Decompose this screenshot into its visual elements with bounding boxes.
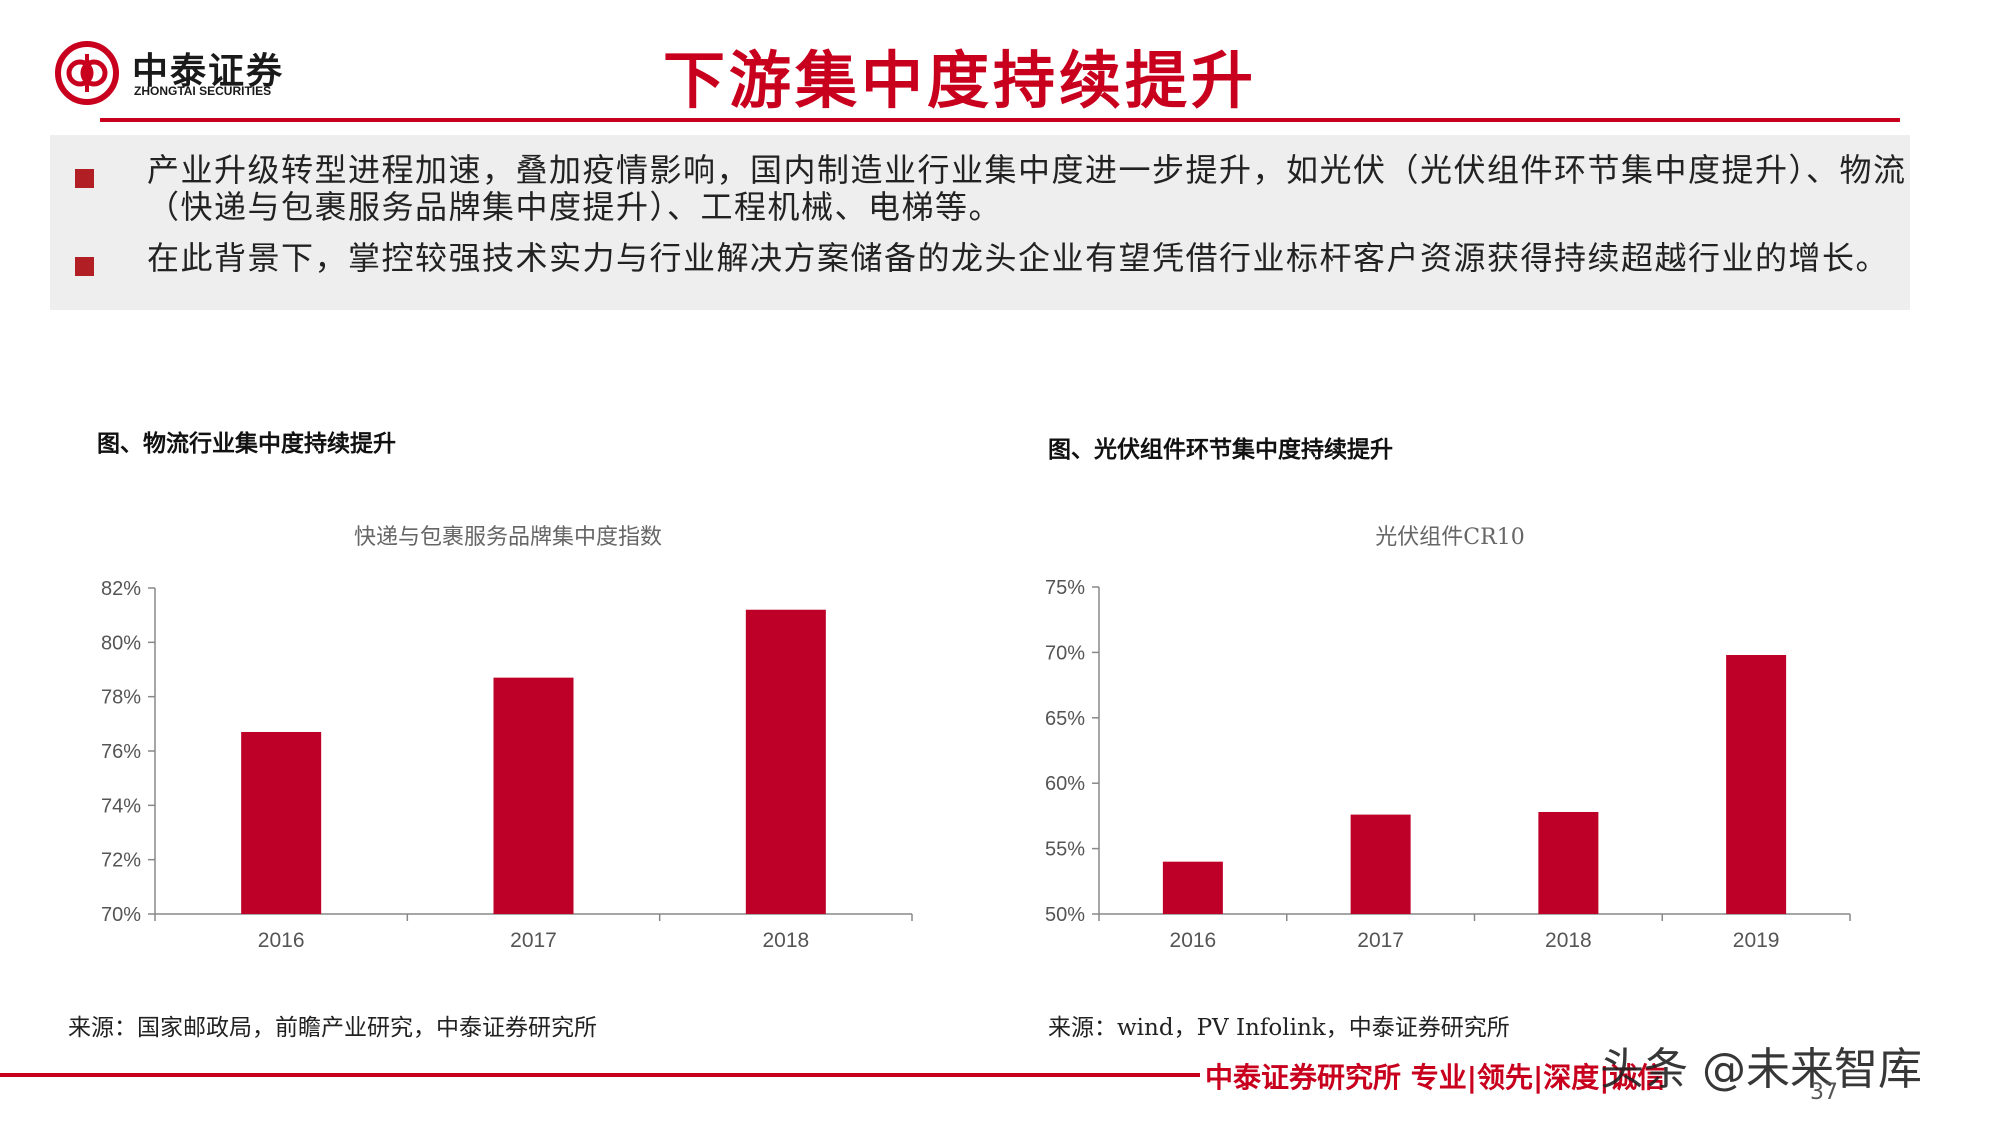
title-divider xyxy=(100,118,1900,122)
bullet-square-icon xyxy=(75,257,94,276)
left-chart-caption: 图、物流行业集中度持续提升 xyxy=(97,431,396,457)
bar xyxy=(241,731,322,914)
bar xyxy=(1162,861,1223,914)
bar xyxy=(1350,814,1411,914)
y-tick-label: 50% xyxy=(1045,904,1085,926)
y-tick-label: 80% xyxy=(101,632,141,654)
company-logo: 中泰证券 ZHONGTAI SECURITIES xyxy=(54,40,314,106)
page-number: 37 xyxy=(1810,1080,1838,1105)
y-tick-label: 65% xyxy=(1045,708,1085,730)
x-tick-label: 2018 xyxy=(1545,929,1592,952)
left-chart-source: 来源：国家邮政局，前瞻产业研究，中泰证券研究所 xyxy=(68,1015,597,1041)
bullet-text: 在此背景下，掌控较强技术实力与行业解决方案储备的龙头企业有望凭借行业标杆客户资源… xyxy=(147,239,1890,277)
x-tick-label: 2019 xyxy=(1733,929,1780,952)
y-tick-label: 76% xyxy=(101,741,141,763)
bullet-panel: 产业升级转型进程加速，叠加疫情影响，国内制造业行业集中度进一步提升，如光伏（光伏… xyxy=(50,135,1910,310)
footer-divider xyxy=(0,1073,1200,1077)
chart-title: 光伏组件CR10 xyxy=(1375,525,1524,550)
logo-text-en: ZHONGTAI SECURITIES xyxy=(134,84,272,98)
y-tick-label: 75% xyxy=(1045,577,1085,599)
y-tick-label: 60% xyxy=(1045,773,1085,795)
x-tick-label: 2017 xyxy=(510,929,557,952)
logo-text-cn: 中泰证券 xyxy=(132,51,285,92)
bar xyxy=(1538,811,1599,914)
bullet-text: 产业升级转型进程加速，叠加疫情影响，国内制造业行业集中度进一步提升，如光伏（光伏… xyxy=(147,151,1907,226)
y-tick-label: 74% xyxy=(101,795,141,817)
x-tick-label: 2016 xyxy=(1170,929,1217,952)
bullet-square-icon xyxy=(75,169,94,188)
footer-slogan: 中泰证券研究所 专业|领先|深度|诚信 xyxy=(1205,1061,1666,1094)
x-tick-label: 2018 xyxy=(762,929,809,952)
y-tick-label: 70% xyxy=(1045,642,1085,664)
y-tick-label: 72% xyxy=(101,850,141,872)
bar xyxy=(1726,655,1787,914)
y-tick-label: 82% xyxy=(101,578,141,600)
y-tick-label: 70% xyxy=(101,904,141,926)
x-tick-label: 2016 xyxy=(258,929,305,952)
y-tick-label: 55% xyxy=(1045,839,1085,861)
y-tick-label: 78% xyxy=(101,687,141,709)
right-chart-source: 来源：wind，PV Infolink，中泰证券研究所 xyxy=(1048,1015,1510,1041)
watermark-text: 头条 @未来智库 xyxy=(1600,1044,1922,1095)
logo-mark-icon xyxy=(55,41,119,105)
right-chart-caption: 图、光伏组件环节集中度持续提升 xyxy=(1048,437,1393,463)
page-title: 下游集中度持续提升 xyxy=(662,44,1257,117)
bar xyxy=(493,677,574,914)
chart-title: 快递与包裹服务品牌集中度指数 xyxy=(354,525,662,550)
bar xyxy=(745,609,826,914)
x-tick-label: 2017 xyxy=(1357,929,1404,952)
